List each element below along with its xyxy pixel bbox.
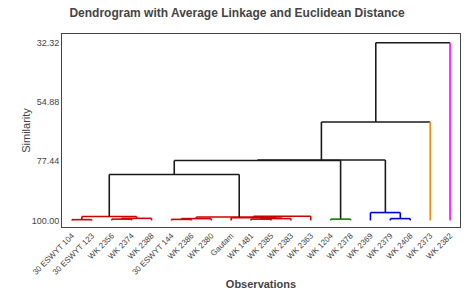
svg-text:WK 2378: WK 2378 [325,231,355,261]
svg-text:WK 2382: WK 2382 [425,231,455,261]
svg-text:WK 2383: WK 2383 [265,231,295,261]
svg-text:WK 1481: WK 1481 [226,231,256,261]
svg-text:WK 2363: WK 2363 [285,231,315,261]
svg-text:WK 2379: WK 2379 [365,231,395,261]
svg-text:WK 2369: WK 2369 [345,231,375,261]
svg-text:77.44: 77.44 [37,156,60,166]
svg-text:Gautam: Gautam [209,231,236,258]
svg-text:54.88: 54.88 [37,97,60,107]
svg-text:30 ESWYT 144: 30 ESWYT 144 [130,231,176,277]
svg-text:100.00: 100.00 [32,216,60,226]
svg-text:Observations: Observations [226,278,296,290]
svg-text:WK 1204: WK 1204 [305,231,335,261]
svg-text:WK 2380: WK 2380 [186,231,216,261]
svg-text:WK 2373: WK 2373 [405,231,435,261]
svg-text:WK 2374: WK 2374 [106,231,136,261]
svg-text:32.32: 32.32 [37,38,60,48]
svg-text:Dendrogram with Average Linkag: Dendrogram with Average Linkage and Eucl… [69,6,405,20]
svg-text:WK 2385: WK 2385 [246,231,276,261]
svg-text:30 ESWYT 123: 30 ESWYT 123 [51,231,97,277]
svg-text:WK 2356: WK 2356 [86,231,116,261]
svg-text:30 ESWYT 104: 30 ESWYT 104 [31,231,77,277]
svg-text:WK 2388: WK 2388 [126,231,156,261]
svg-text:WK 2408: WK 2408 [385,231,415,261]
svg-text:Similarity: Similarity [20,108,32,153]
svg-text:WK 2386: WK 2386 [166,231,196,261]
